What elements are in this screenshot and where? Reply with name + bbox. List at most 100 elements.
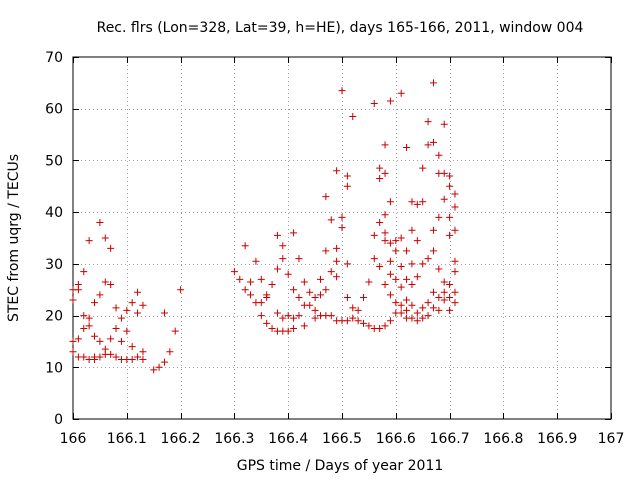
data-point [268,281,276,289]
data-point [236,275,244,283]
data-point [397,283,405,291]
data-point [112,353,120,361]
data-point [397,262,405,270]
data-point [112,304,120,312]
data-point [343,317,351,325]
data-point [128,356,136,364]
data-point [311,293,319,301]
data-point [413,309,421,317]
data-point [263,293,271,301]
y-tick-label: 20 [45,309,63,325]
data-point [386,291,394,299]
data-point [451,226,459,234]
x-tick-label: 166.3 [214,431,254,447]
x-tick-label: 166.2 [161,431,201,447]
data-point [128,299,136,307]
data-point [397,309,405,317]
y-tick-label: 60 [45,102,63,118]
data-point [74,335,82,343]
y-tick-label: 70 [45,50,63,66]
data-point [376,164,384,172]
data-point [370,255,378,263]
data-point [85,237,93,245]
data-point [311,306,319,314]
data-point [96,337,104,345]
data-point [117,337,125,345]
data-point [381,141,389,149]
data-point [306,288,314,296]
data-point [392,247,400,255]
data-point [446,172,454,180]
data-point [403,306,411,314]
data-point [376,218,384,226]
data-point [419,164,427,172]
data-point [451,268,459,276]
data-point [247,291,255,299]
data-point [134,353,142,361]
data-point [160,358,168,366]
data-point [429,304,437,312]
data-point [403,144,411,151]
data-point [295,293,303,301]
data-point [284,312,292,320]
data-point [386,239,394,247]
data-point [413,237,421,245]
data-point [435,306,443,314]
data-point [96,353,104,361]
data-point [451,203,459,211]
data-point [386,257,394,265]
data-point [338,87,346,95]
data-point [413,200,421,208]
data-point [316,275,324,283]
data-point [386,97,394,105]
data-point [327,216,335,224]
data-point [160,309,168,317]
data-point [279,242,287,250]
y-axis-label: STEC from uqrg / TECUs [6,154,22,322]
data-point [123,327,131,335]
data-point [273,265,281,273]
data-point [279,314,287,322]
data-point [429,79,437,87]
data-point [403,275,411,283]
data-point [435,265,443,273]
data-point [284,270,292,278]
data-point [343,260,351,268]
data-point [322,286,330,294]
data-point [290,314,298,322]
plot-frame [72,56,612,420]
data-point [435,293,443,301]
data-point [413,317,421,325]
data-point [241,286,249,294]
data-point [322,247,330,255]
data-point [349,314,357,322]
x-tick-label: 166.4 [268,431,308,447]
data-point [69,348,77,356]
data-point [107,335,115,343]
data-point [440,278,448,286]
data-point [354,306,362,314]
data-point [74,286,82,294]
data-point [354,317,362,325]
data-point [365,278,373,286]
data-point [349,304,357,312]
data-point [386,270,394,278]
data-point [101,278,109,286]
data-point [177,286,185,294]
data-point [155,363,163,371]
data-point [263,319,271,327]
data-point [381,281,389,289]
data-point [424,255,432,263]
data-point [295,312,303,320]
data-point [370,100,378,108]
data-point [376,325,384,332]
data-point [268,325,276,332]
data-point [91,332,99,340]
data-point [80,312,88,320]
data-point [316,291,324,299]
data-point [333,257,341,265]
data-point [300,322,308,330]
data-point [257,312,265,320]
y-tick-label: 30 [45,257,63,273]
